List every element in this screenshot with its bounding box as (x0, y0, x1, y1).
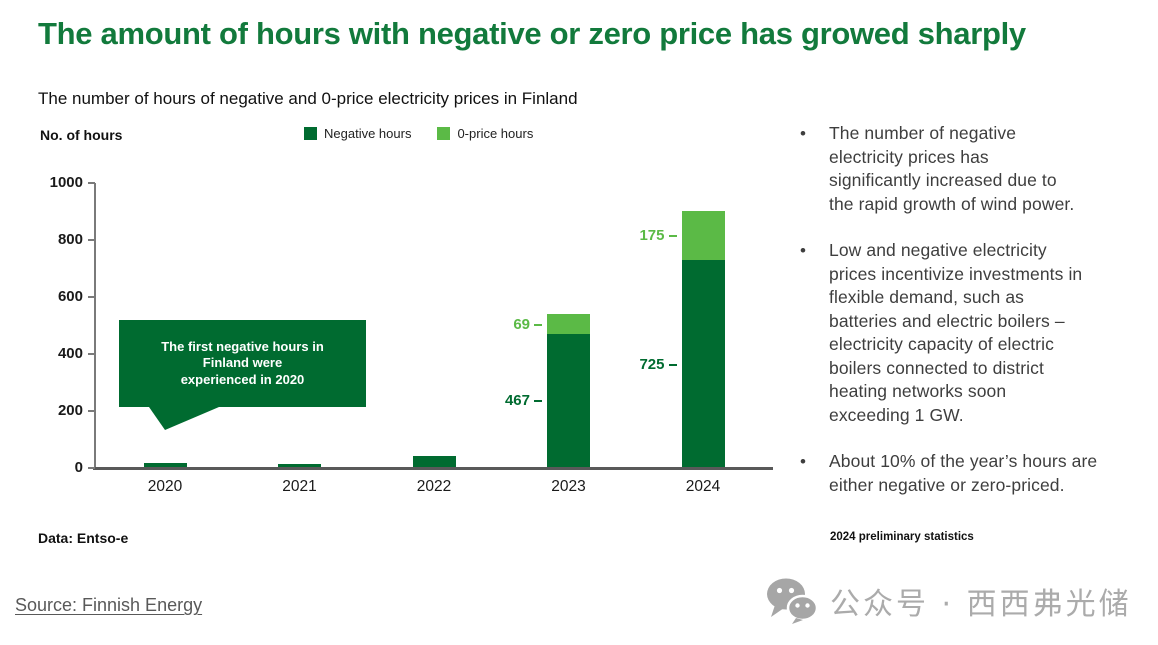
data-label-zero-price-2024-value: 175 (639, 227, 665, 245)
annotation-callout: The first negative hours in Finland were… (119, 320, 366, 407)
preliminary-statistics-footnote: 2024 preliminary statistics (830, 531, 974, 543)
label-connector-dash (534, 400, 542, 403)
annotation-callout-tail (149, 407, 219, 430)
data-label-negative-2023-value: 467 (504, 392, 530, 410)
y-tick-label-600: 600 (57, 288, 83, 305)
bar-zero-price-2024 (681, 210, 725, 261)
insight-text-2: Low and negative electricity prices ince… (829, 240, 1083, 425)
data-label-zero-price-2023-value: 69 (513, 316, 530, 334)
data-label-negative-2024-value: 725 (639, 355, 665, 373)
legend-label-negative: Negative hours (324, 126, 412, 141)
y-tick-mark-1000 (88, 182, 95, 184)
insight-bullet-2: • Low and negative electricity prices in… (800, 239, 1132, 427)
legend-label-zero-price: 0-price hours (457, 126, 534, 141)
bar-negative-2024 (681, 260, 725, 467)
x-tick-label-2022: 2022 (416, 478, 452, 495)
insight-bullet-3: • About 10% of the year’s hours are eith… (800, 450, 1132, 497)
bar-negative-2020 (143, 463, 187, 467)
bullet-marker: • (800, 124, 806, 143)
y-tick-label-200: 200 (57, 402, 83, 419)
bullet-marker: • (800, 452, 806, 471)
data-note: Data: Entso-e (38, 530, 129, 546)
label-connector-dash (668, 363, 677, 366)
data-label-zero-price-2024: 175 (639, 227, 677, 245)
source-link[interactable]: Source: Finnish Energy (15, 595, 203, 615)
data-label-negative-2024: 725 (639, 355, 677, 374)
label-connector-dash (668, 235, 677, 238)
y-tick-label-800: 800 (57, 231, 83, 248)
y-tick-mark-200 (88, 410, 95, 412)
watermark-text: 公众号 · 西西弗光储 (830, 587, 1132, 622)
bar-zero-price-2023 (547, 314, 590, 334)
bar-negative-2023 (547, 333, 590, 467)
watermark: 公众号 · 西西弗光储 (766, 577, 1132, 625)
insight-text-1: The number of negative electricity price… (829, 123, 1075, 214)
insight-text-3: About 10% of the year’s hours are either… (829, 451, 1098, 495)
y-axis-line (94, 183, 96, 469)
legend-item-negative-hours: Negative hours (304, 126, 411, 141)
bar-negative-2022 (412, 456, 456, 467)
y-axis-unit-label: No. of hours (40, 127, 123, 143)
data-label-zero-price-2023: 69 (513, 316, 542, 334)
plot-area: 0 200 400 600 800 1000 2020 2021 2022 2023 2024 467… (50, 174, 773, 495)
bar-negative-2021 (278, 464, 321, 467)
insights-panel: • The number of negative electricity pri… (800, 122, 1132, 520)
y-tick-label-400: 400 (57, 345, 83, 362)
bullet-marker: • (800, 241, 806, 260)
chart-subtitle: The number of hours of negative and 0-pr… (38, 89, 578, 108)
legend-item-zero-price-hours: 0-price hours (437, 126, 533, 141)
y-tick-mark-800 (88, 239, 95, 241)
x-tick-label-2023: 2023 (551, 478, 586, 495)
y-tick-mark-0 (88, 467, 95, 469)
y-tick-mark-600 (88, 296, 95, 298)
y-tick-label-0: 0 (74, 459, 83, 476)
x-axis-line (93, 467, 773, 470)
legend-swatch-negative (304, 127, 317, 140)
legend-swatch-zero-price (437, 127, 451, 140)
label-connector-dash (534, 324, 542, 327)
insight-bullet-1: • The number of negative electricity pri… (800, 122, 1132, 216)
y-tick-label-1000: 1000 (49, 174, 83, 191)
y-tick-mark-400 (88, 353, 95, 355)
wechat-icon (767, 578, 818, 624)
data-label-negative-2023: 467 (505, 392, 542, 410)
x-tick-label-2020: 2020 (147, 478, 183, 495)
page-title: The amount of hours with negative or zer… (38, 16, 1026, 51)
x-tick-label-2021: 2021 (282, 478, 317, 495)
x-tick-label-2024: 2024 (685, 478, 721, 495)
chart-legend: Negative hours 0-price hours (304, 126, 533, 141)
